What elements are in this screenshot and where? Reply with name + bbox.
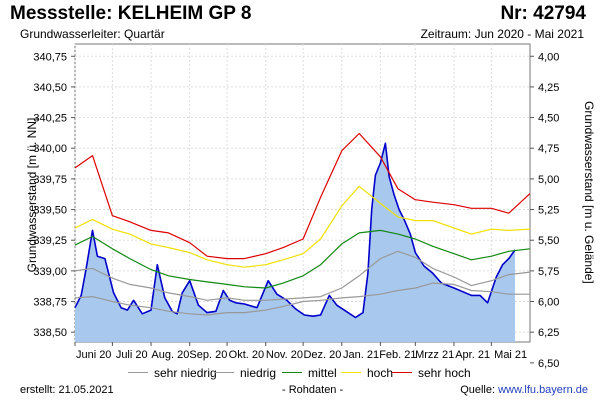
page-title: Messstelle: KELHEIM GP 8 [10,3,252,24]
x-tick-label: Feb. 21 [379,349,416,361]
y-tick-left-label: 340,50 [33,82,67,94]
y-tick-right-label: 4,00 [538,51,559,63]
legend-label: mittel [308,366,337,380]
y-tick-right-label: 4,25 [538,82,559,94]
y-tick-right-label: 6,00 [538,297,559,309]
measurement-line [74,142,516,319]
series-line-hoch [74,185,531,268]
y-tick-left-label: 338,75 [33,297,67,309]
y-tick-left-label: 338,50 [33,327,67,339]
legend-swatch [214,372,234,373]
period-label: Zeitraum: Jun 2020 - Mai 2021 [420,27,584,41]
y-tick-left-label: 340,25 [33,113,67,125]
y-tick-left-label: 339,50 [33,205,67,217]
y-tick-right-label: 4,75 [538,143,559,155]
aquifer-label: Grundwasserleiter: Quartär [20,27,165,41]
legend-swatch [341,372,361,373]
x-tick-label: Juni 20 [76,349,111,361]
measurement-area [75,143,515,342]
y-tick-left-label: 340,00 [33,143,67,155]
created-date: erstellt: 21.05.2021 [20,384,114,396]
legend-swatch [392,372,412,373]
legend-label: hoch [367,366,394,380]
series-line-mittel [74,229,531,289]
y-tick-right-label: 4,50 [538,113,559,125]
x-tick-label: Nov. 20 [266,349,303,361]
y-tick-right-label: 5,25 [538,205,559,217]
y-tick-right-label: 6,50 [538,358,559,370]
x-tick-label: Okt. 20 [229,349,264,361]
x-tick-label: Jan. 21 [343,349,379,361]
source-link[interactable]: www.lfu.bayern.de [498,384,588,396]
x-tick-label: Aug. 20 [151,349,189,361]
y-axis-left: 340,75 340,50 340,25 340,00 339,75 339,50 339,… [33,51,75,339]
x-tick-label: Apr. 21 [455,349,490,361]
percentile-lines [74,132,531,316]
y-tick-left-label: 339,00 [33,266,67,278]
series-line-sehr-niedrig [74,282,530,316]
x-tick-label: Mrzz 21 [415,349,454,361]
series-line-niedrig [74,250,531,301]
y-tick-left-label: 339,75 [33,174,67,186]
x-tick-label: Sep. 20 [189,349,227,361]
legend-swatch [282,372,302,373]
x-axis: Juni 20 Juli 20 Aug. 20 Sep. 20 Okt. 20 Nov. … [74,342,527,361]
series-line-sehr-hoch [74,132,531,260]
y-tick-right-label: 5,75 [538,266,559,278]
legend-label: niedrig [240,366,277,380]
y-tick-left-label: 339,25 [33,235,67,247]
raw-data-note: - Rohdaten - [282,384,344,396]
source-credit: Quelle: www.lfu.bayern.de [460,384,588,396]
x-tick-label: Mai 21 [494,349,527,361]
y-tick-right-label: 5,00 [538,174,559,186]
x-tick-label: Juli 20 [116,349,148,361]
legend-swatch [128,372,148,373]
measurement-series [74,142,516,342]
legend-label: sehr hoch [418,366,471,380]
y-tick-right-label: 6,25 [538,327,559,339]
station-number: Nr: 42794 [500,3,586,24]
y-tick-left-label: 340,75 [33,51,67,63]
x-tick-label: Dez. 20 [303,349,341,361]
y-tick-right-label: 5,50 [538,235,559,247]
legend-label: sehr niedrig [154,366,217,380]
y-axis-right: 4,00 4,25 4,50 4,75 5,00 5,25 5,50 5,75 6,00 6,25… [530,51,559,370]
source-label: Quelle: [460,384,499,396]
